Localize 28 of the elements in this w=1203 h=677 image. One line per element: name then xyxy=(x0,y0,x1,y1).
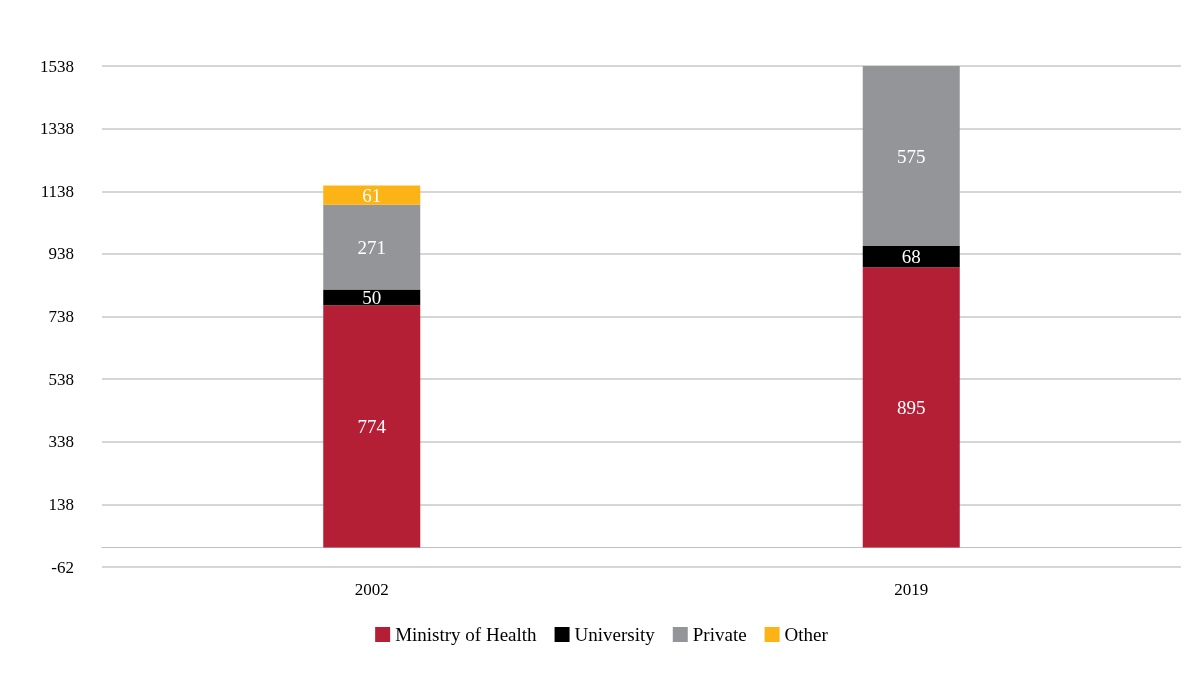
bar xyxy=(862,267,960,548)
y-tick-label: 1538 xyxy=(40,56,74,76)
y-tick-label: 938 xyxy=(48,244,74,264)
y-tick-label: -62 xyxy=(51,557,74,577)
y-tick-label: 338 xyxy=(48,432,74,452)
x-tick-label: 2019 xyxy=(894,580,929,599)
bar xyxy=(323,305,421,548)
bar xyxy=(323,204,421,290)
bar xyxy=(862,246,960,268)
x-tick-label: 2002 xyxy=(354,580,389,599)
legend-label: Private xyxy=(692,624,747,645)
legend-label: Ministry of Health xyxy=(395,624,538,645)
data-label: 61 xyxy=(362,184,382,206)
data-label: 774 xyxy=(357,415,387,437)
legend-label: University xyxy=(574,624,656,645)
data-label: 68 xyxy=(901,246,921,268)
y-tick-label: 738 xyxy=(48,307,74,326)
y-tick-label: 1338 xyxy=(40,119,74,139)
bar xyxy=(862,66,960,247)
data-label: 271 xyxy=(357,236,386,258)
data-label: 575 xyxy=(897,145,926,167)
data-label: 895 xyxy=(897,396,926,418)
y-tick-label: 1138 xyxy=(40,181,74,201)
y-tick-label: 538 xyxy=(48,369,74,389)
data-label: 50 xyxy=(362,286,382,308)
bar xyxy=(323,185,421,205)
legend-label: Other xyxy=(784,624,829,645)
y-tick-label: 138 xyxy=(48,494,74,514)
